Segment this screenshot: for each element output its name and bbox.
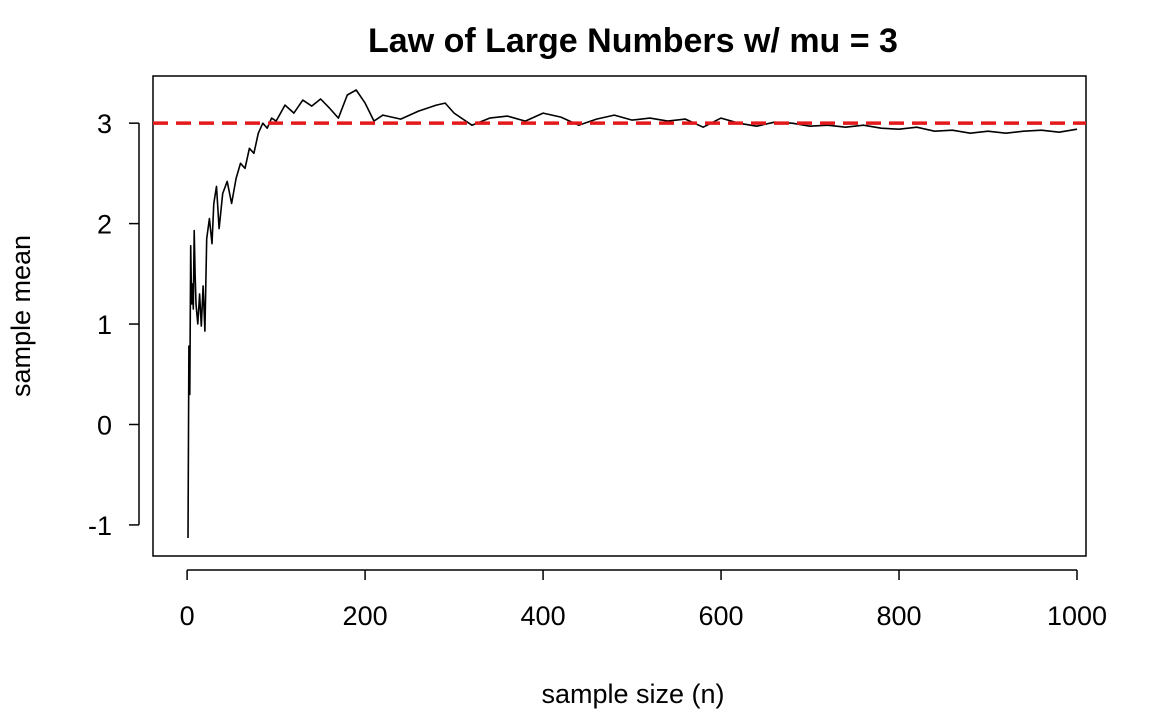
y-tick-label: 1 (97, 310, 112, 340)
x-tick-label: 800 (876, 601, 921, 631)
x-tick-label: 600 (699, 601, 744, 631)
y-tick-label: -1 (88, 511, 112, 541)
sample-mean-line (187, 89, 1078, 539)
x-axis: 0 200 400 600 800 1000 (180, 569, 1107, 631)
plot-frame (152, 75, 1087, 557)
x-tick-label: 1000 (1047, 601, 1107, 631)
plot-area (153, 89, 1086, 539)
chart-title: Law of Large Numbers w/ mu = 3 (368, 22, 898, 60)
x-tick-label: 200 (343, 601, 388, 631)
x-axis-label: sample size (n) (541, 679, 724, 709)
y-axis: -1 0 1 2 3 (88, 109, 140, 541)
x-tick-label: 0 (180, 601, 195, 631)
y-tick-label: 0 (97, 410, 112, 440)
y-axis-label: sample mean (6, 235, 36, 397)
x-tick-label: 400 (521, 601, 566, 631)
y-tick-label: 2 (97, 210, 112, 240)
y-tick-label: 3 (97, 109, 112, 139)
